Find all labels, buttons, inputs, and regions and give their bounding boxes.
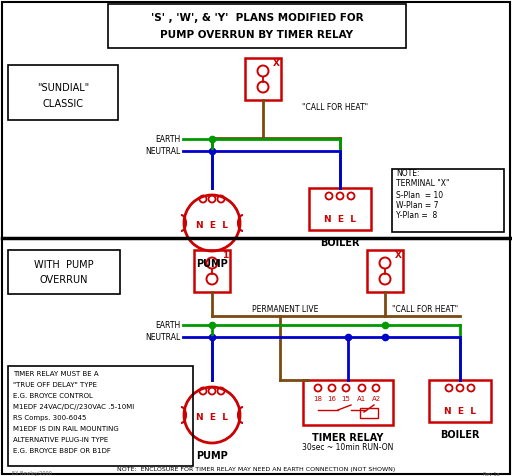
Text: NEUTRAL: NEUTRAL: [145, 333, 180, 341]
Text: 18: 18: [313, 396, 323, 402]
Text: ALTERNATIVE PLUG-IN TYPE: ALTERNATIVE PLUG-IN TYPE: [13, 437, 108, 443]
Text: "SUNDIAL": "SUNDIAL": [37, 83, 89, 93]
Text: NEUTRAL: NEUTRAL: [145, 147, 180, 156]
Text: TERMINAL "X": TERMINAL "X": [396, 179, 450, 188]
Text: "CALL FOR HEAT": "CALL FOR HEAT": [392, 306, 458, 315]
Text: W-Plan = 7: W-Plan = 7: [396, 200, 438, 209]
Text: 30sec ~ 10min RUN-ON: 30sec ~ 10min RUN-ON: [302, 444, 394, 453]
Text: BOILER: BOILER: [320, 238, 360, 248]
Text: S-Plan  = 10: S-Plan = 10: [396, 190, 443, 199]
Text: EX Bewley/2000: EX Bewley/2000: [12, 472, 52, 476]
Text: X: X: [272, 60, 280, 69]
Text: CLASSIC: CLASSIC: [42, 99, 83, 109]
Text: 1: 1: [222, 251, 228, 260]
Text: PUMP: PUMP: [196, 451, 228, 461]
Text: A1: A1: [357, 396, 367, 402]
Text: RS Comps. 300-6045: RS Comps. 300-6045: [13, 415, 87, 421]
Text: WITH  PUMP: WITH PUMP: [34, 260, 94, 270]
Text: BOILER: BOILER: [440, 430, 480, 440]
Text: NOTE:  ENCLOSURE FOR TIMER RELAY MAY NEED AN EARTH CONNECTION (NOT SHOWN): NOTE: ENCLOSURE FOR TIMER RELAY MAY NEED…: [117, 467, 395, 473]
Text: EARTH: EARTH: [155, 320, 180, 329]
Text: X: X: [395, 251, 401, 260]
Text: TIMER RELAY: TIMER RELAY: [312, 433, 383, 443]
Text: 'S' , 'W', & 'Y'  PLANS MODIFIED FOR: 'S' , 'W', & 'Y' PLANS MODIFIED FOR: [151, 13, 364, 23]
Text: E.G. BROYCE CONTROL: E.G. BROYCE CONTROL: [13, 393, 93, 399]
Text: OVERRUN: OVERRUN: [40, 275, 88, 285]
Text: PERMANENT LIVE: PERMANENT LIVE: [252, 306, 318, 315]
Text: PUMP OVERRUN BY TIMER RELAY: PUMP OVERRUN BY TIMER RELAY: [160, 30, 353, 40]
Text: "TRUE OFF DELAY" TYPE: "TRUE OFF DELAY" TYPE: [13, 382, 97, 388]
Text: 16: 16: [328, 396, 336, 402]
Text: N  E  L: N E L: [196, 221, 228, 230]
Text: PUMP: PUMP: [196, 259, 228, 269]
Text: M1EDF IS DIN RAIL MOUNTING: M1EDF IS DIN RAIL MOUNTING: [13, 426, 119, 432]
Text: A2: A2: [371, 396, 380, 402]
Text: EARTH: EARTH: [155, 135, 180, 143]
Text: NOTE:: NOTE:: [396, 169, 419, 178]
Text: M1EDF 24VAC/DC//230VAC .5-10MI: M1EDF 24VAC/DC//230VAC .5-10MI: [13, 404, 134, 410]
Text: Rev 1a: Rev 1a: [483, 472, 500, 476]
Text: TIMER RELAY MUST BE A: TIMER RELAY MUST BE A: [13, 371, 99, 377]
Text: 15: 15: [342, 396, 350, 402]
Text: "CALL FOR HEAT": "CALL FOR HEAT": [302, 102, 368, 111]
Text: E.G. BROYCE B8DF OR B1DF: E.G. BROYCE B8DF OR B1DF: [13, 448, 111, 454]
Text: N  E  L: N E L: [196, 414, 228, 423]
Text: Y-Plan =  8: Y-Plan = 8: [396, 210, 437, 219]
Text: N  E  L: N E L: [444, 407, 476, 416]
Text: N  E  L: N E L: [324, 216, 356, 225]
